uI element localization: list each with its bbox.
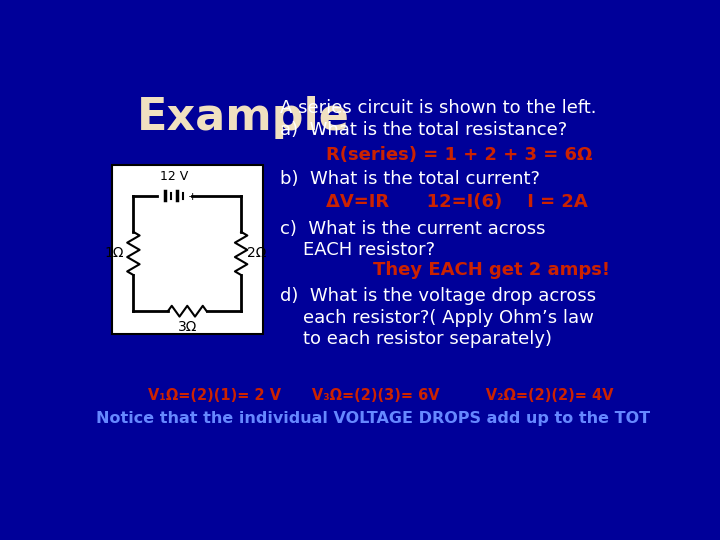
Text: Notice that the individual VOLTAGE DROPS add up to the TOT: Notice that the individual VOLTAGE DROPS… bbox=[96, 411, 650, 426]
Text: each resistor?( Apply Ohm’s law: each resistor?( Apply Ohm’s law bbox=[280, 309, 594, 327]
Text: 3Ω: 3Ω bbox=[178, 320, 197, 334]
Text: A series circuit is shown to the left.: A series circuit is shown to the left. bbox=[280, 99, 596, 117]
Text: to each resistor separately): to each resistor separately) bbox=[280, 330, 552, 348]
Text: 2Ω: 2Ω bbox=[248, 246, 266, 260]
Text: ΔV=IR      12=I(6)    I = 2A: ΔV=IR 12=I(6) I = 2A bbox=[326, 193, 588, 211]
Text: a)  What is the total resistance?: a) What is the total resistance? bbox=[280, 121, 567, 139]
Text: EACH resistor?: EACH resistor? bbox=[280, 241, 435, 259]
Bar bbox=[112, 165, 263, 334]
Text: Example: Example bbox=[137, 96, 349, 139]
Text: d)  What is the voltage drop across: d) What is the voltage drop across bbox=[280, 287, 596, 305]
Text: 1Ω: 1Ω bbox=[104, 246, 124, 260]
Text: They EACH get 2 amps!: They EACH get 2 amps! bbox=[373, 261, 610, 279]
Text: c)  What is the current across: c) What is the current across bbox=[280, 220, 545, 238]
Text: +: + bbox=[188, 192, 197, 202]
Text: b)  What is the total current?: b) What is the total current? bbox=[280, 170, 540, 188]
Text: V₁Ω=(2)(1)= 2 V      V₃Ω=(2)(3)= 6V         V₂Ω=(2)(2)= 4V: V₁Ω=(2)(1)= 2 V V₃Ω=(2)(3)= 6V V₂Ω=(2)(2… bbox=[148, 388, 613, 403]
Text: 12 V: 12 V bbox=[160, 170, 188, 183]
Text: R(series) = 1 + 2 + 3 = 6Ω: R(series) = 1 + 2 + 3 = 6Ω bbox=[326, 146, 593, 164]
